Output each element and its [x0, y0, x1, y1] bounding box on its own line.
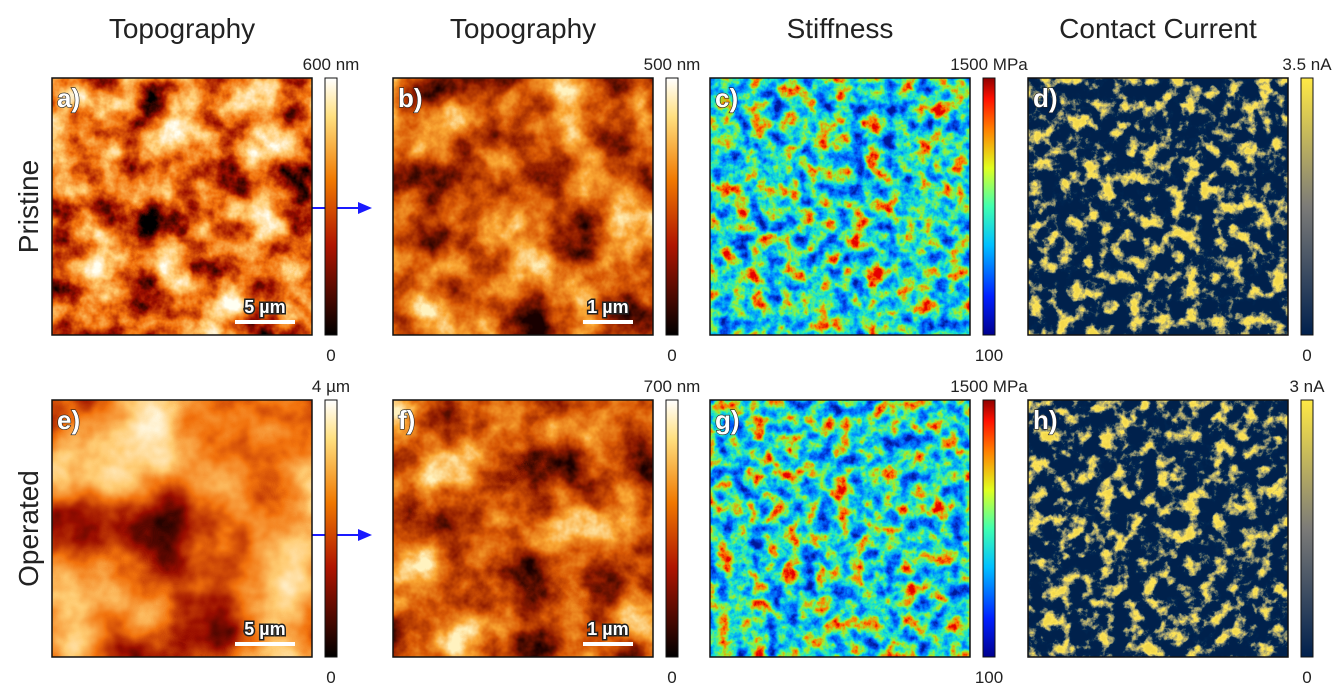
scale-bar-label: 5 µm: [244, 619, 285, 639]
panel-label: h): [1033, 405, 1058, 435]
map-frame: [709, 77, 971, 336]
row-label: Operated: [13, 470, 44, 587]
colorbar-max: 600 nm: [303, 55, 360, 74]
panel-label: c): [715, 83, 738, 113]
map-frame: [392, 77, 654, 336]
scale-bar: [583, 320, 633, 324]
panel-label: b): [398, 83, 423, 113]
panel-label: f): [398, 405, 415, 435]
colorbar-max: 1500 MPa: [950, 55, 1028, 74]
map-frame: [392, 399, 654, 658]
map-frame: [51, 399, 313, 658]
panel-label: a): [57, 83, 80, 113]
colorbar-min: 0: [1302, 346, 1311, 365]
scale-bar-label: 5 µm: [244, 297, 285, 317]
map-image: [52, 78, 312, 335]
column-header: Topography: [109, 13, 255, 44]
colorbar-min: 0: [667, 346, 676, 365]
map-image: [1028, 400, 1288, 657]
colorbar-max: 3.5 nA: [1282, 55, 1332, 74]
row-label: Pristine: [13, 160, 44, 253]
colorbar-min: 0: [667, 668, 676, 684]
map-image: [52, 400, 312, 657]
colorbar: [1300, 399, 1314, 658]
map-image: [710, 78, 970, 335]
map-image: [393, 78, 653, 335]
map-frame: [1027, 77, 1289, 336]
column-header: Stiffness: [787, 13, 894, 44]
colorbar-max: 3 nA: [1290, 377, 1326, 396]
scale-bar: [583, 642, 633, 646]
map-frame: [51, 77, 313, 336]
panel-label: d): [1033, 83, 1058, 113]
colorbar: [324, 399, 338, 658]
colorbar-min: 0: [326, 346, 335, 365]
colorbar-max: 4 µm: [312, 377, 350, 396]
map-image: [393, 400, 653, 657]
colorbar-min: 100: [975, 668, 1003, 684]
map-frame: [709, 399, 971, 658]
column-header: Topography: [450, 13, 596, 44]
colorbar: [665, 77, 679, 336]
colorbar: [665, 399, 679, 658]
colorbar: [982, 399, 996, 658]
colorbar-min: 100: [975, 346, 1003, 365]
arrow-head: [358, 529, 372, 541]
colorbar-max: 700 nm: [644, 377, 701, 396]
colorbar-min: 0: [1302, 668, 1311, 684]
map-frame: [1027, 399, 1289, 658]
scale-bar: [235, 320, 295, 324]
colorbar: [982, 77, 996, 336]
colorbar-min: 0: [326, 668, 335, 684]
map-image: [710, 400, 970, 657]
column-header: Contact Current: [1059, 13, 1257, 44]
scale-bar-label: 1 µm: [587, 297, 628, 317]
colorbar-max: 1500 MPa: [950, 377, 1028, 396]
map-image: [1028, 78, 1288, 335]
arrow-head: [358, 202, 372, 214]
panel-label: e): [57, 405, 80, 435]
panel-label: g): [715, 405, 740, 435]
scale-bar-label: 1 µm: [587, 619, 628, 639]
colorbar: [1300, 77, 1314, 336]
scale-bar: [235, 642, 295, 646]
colorbar: [324, 77, 338, 336]
colorbar-max: 500 nm: [644, 55, 701, 74]
